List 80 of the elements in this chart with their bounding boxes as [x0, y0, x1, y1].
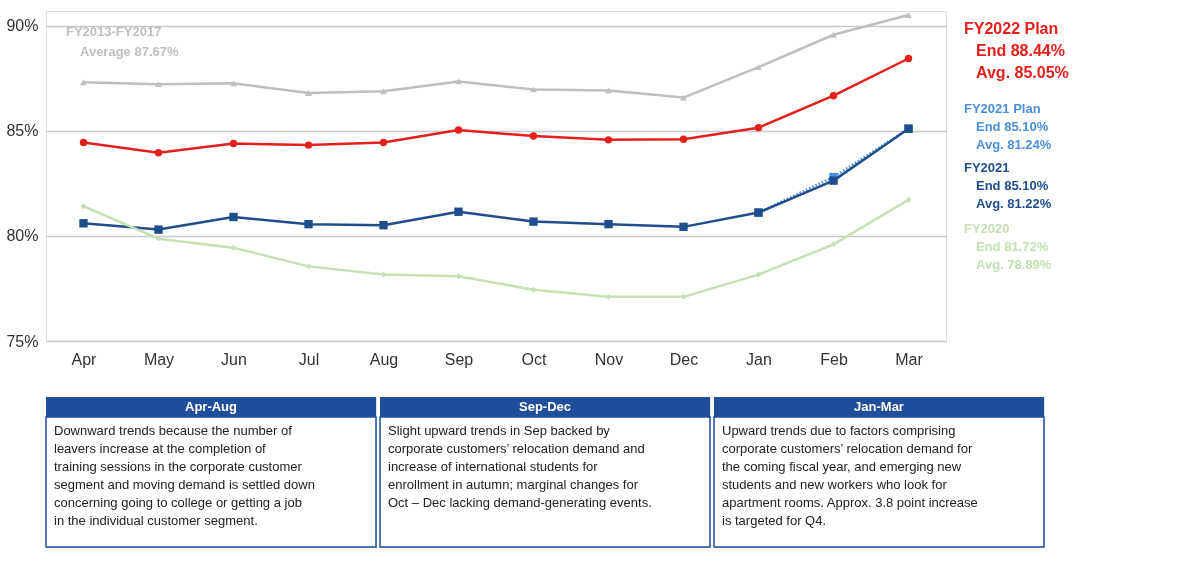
x-tick-label: Sep: [444, 350, 474, 368]
point: [829, 92, 838, 100]
text: End 88.44%: [976, 41, 1065, 59]
point: [454, 126, 463, 134]
point: [905, 12, 912, 18]
point: [755, 271, 762, 278]
text: FY2022 Plan: [964, 19, 1059, 37]
text: Avg. 81.24%: [976, 136, 1052, 152]
point: [304, 219, 313, 229]
point: [80, 203, 87, 210]
point: [454, 207, 463, 216]
point: [379, 138, 388, 147]
point: [80, 79, 87, 86]
point: [905, 196, 912, 203]
y-tick-label: 90%: [6, 17, 39, 35]
annotation: Average 87.67%: [80, 44, 179, 60]
point: [455, 273, 462, 280]
point: [530, 86, 537, 93]
text: Avg. 78.89%: [976, 256, 1052, 272]
x-tick-label: Jan: [746, 350, 772, 368]
text: Slight upward trends in Sep backed by corporate customers’ relocation demand and increase of international students for enrollment in autumn; marginal changes for Oct – Dec lacking demand-generating events.: [388, 423, 652, 510]
point: [529, 132, 538, 140]
point: [604, 219, 613, 229]
point: [79, 219, 88, 228]
x-tick-label: Dec: [669, 350, 699, 368]
point: [304, 141, 313, 149]
point: [379, 221, 388, 230]
point: [530, 286, 537, 293]
text: Sep-Dec: [518, 399, 572, 414]
point: [830, 31, 837, 38]
x-tick-label: Nov: [594, 350, 624, 368]
x-tick-label: Jul: [298, 350, 320, 368]
y-tick-label: 85%: [6, 122, 39, 140]
text: Jan-Mar: [854, 399, 904, 414]
point: [830, 241, 837, 248]
point: [229, 139, 238, 148]
x-tick-label: Jun: [221, 350, 247, 368]
text: Apr-Aug: [185, 399, 238, 414]
point: [230, 80, 237, 87]
point: [679, 135, 688, 143]
point: [754, 123, 763, 132]
point: [604, 136, 613, 144]
text: FY2021 Plan: [964, 100, 1041, 116]
x-tick-label: Aug: [369, 350, 399, 368]
text: Downward trends because the number of leavers increase at the completion of training sessions in the corporate customer segment and moving demand is settled down concerning going to college or getting a job in the individual customer segment.: [54, 423, 315, 528]
text: FY2013-FY2017: [66, 24, 162, 40]
point: [380, 88, 387, 95]
text: End 85.10%: [976, 177, 1049, 193]
text: Avg. 85.05%: [976, 63, 1069, 81]
text: End 85.10%: [976, 118, 1049, 134]
text: Upward trends due to factors comprising corporate customers’ relocation demand for the coming fiscal year, and emerging new students and new workers who look for apartment rooms. Approx. 3.8 point increase is targeted for Q4.: [722, 423, 978, 528]
point: [605, 293, 612, 300]
text: FY2021: [964, 159, 1010, 175]
x-tick-label: Apr: [71, 350, 98, 368]
point: [529, 217, 538, 226]
x-tick-label: Oct: [521, 350, 547, 368]
point: [229, 212, 238, 222]
point: [904, 54, 913, 63]
point: [679, 222, 688, 232]
y-tick-label: 80%: [6, 227, 39, 245]
text: FY2020: [964, 220, 1010, 236]
point: [154, 225, 163, 234]
y-tick-label: 75%: [6, 332, 39, 350]
text: End 81.72%: [976, 238, 1049, 254]
point: [230, 244, 237, 251]
point: [155, 235, 162, 242]
point: [680, 293, 687, 300]
point: [305, 263, 312, 270]
point: [755, 64, 762, 71]
point: [829, 176, 838, 185]
point: [155, 81, 162, 88]
x-tick-label: May: [143, 350, 175, 368]
point: [380, 271, 387, 278]
point: [79, 138, 88, 147]
text: Avg. 81.22%: [976, 195, 1052, 211]
point: [154, 148, 163, 157]
x-tick-label: Mar: [895, 350, 924, 368]
x-tick-label: Feb: [820, 350, 848, 368]
point: [680, 94, 687, 101]
point: [305, 90, 312, 96]
